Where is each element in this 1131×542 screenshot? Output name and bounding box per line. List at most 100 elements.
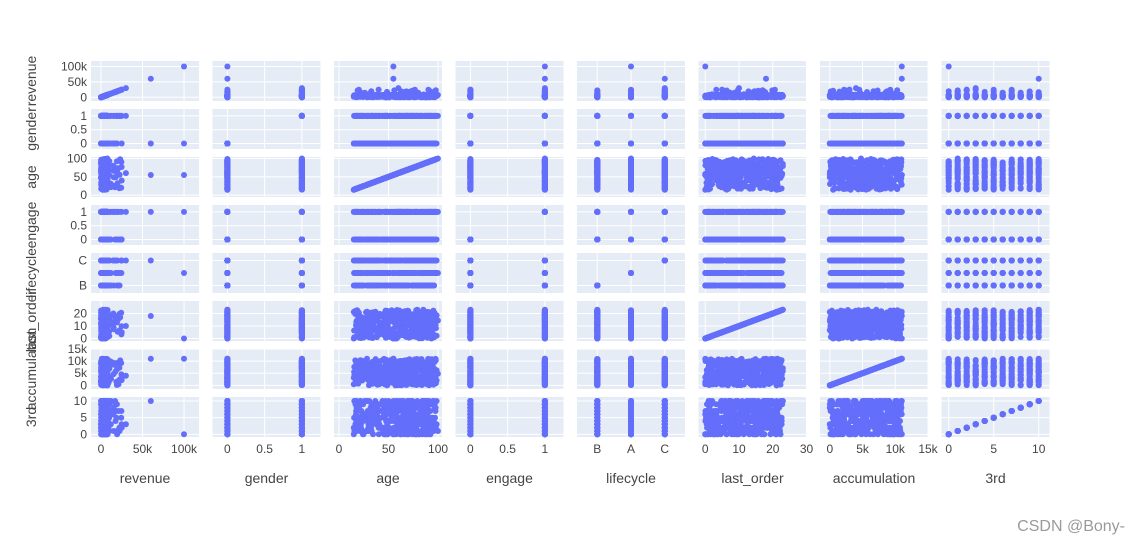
scatter-point [1017,92,1024,99]
scatter-point [736,85,742,92]
scatter-point [846,86,853,93]
scatter-point [885,89,892,96]
scatter-point [390,75,397,82]
panel-revenue-vs-age[interactable] [334,61,442,101]
panel-gender-vs-gender[interactable] [212,109,321,149]
scatter-point [425,92,432,99]
scatter-point [737,92,744,99]
scatter-point [749,94,756,101]
scatter-point [434,92,441,98]
scatter-point [628,63,634,70]
scatter-point [110,112,117,119]
scatter-point [365,91,372,98]
scatter-point [719,86,726,93]
scatter-point [414,140,421,147]
panel-revenue-vs-accumulation[interactable] [820,61,929,101]
panel-revenue-vs-revenue[interactable] [91,61,199,101]
scatter-point [298,112,305,119]
scatter-point [385,94,392,101]
panel-revenue-vs-3rd[interactable] [941,61,1050,101]
scatter-point [415,89,422,96]
scatter-point [541,94,548,101]
scatter-point [147,75,154,82]
scatter-point [355,112,361,119]
scatter-point [853,85,859,92]
scatter-point [830,93,837,100]
scatter-point [224,75,231,82]
scatter-point [365,112,372,119]
scatter-point [384,112,390,119]
scatter-point [375,140,382,147]
scatter-point [98,94,105,101]
scatter-point [714,92,721,99]
scatter-point [990,92,997,99]
scatter-point [898,63,905,70]
scatter-point [391,93,398,100]
scatter-point [106,140,113,147]
panel-gender-vs-engage[interactable] [455,109,564,149]
scatter-point [963,86,970,93]
scatter-point [1035,75,1042,82]
scatter-point [702,63,709,70]
scatter-point [954,91,961,98]
scatter-point [224,94,231,101]
scatter-point [350,140,357,147]
scatter-point [709,91,715,98]
scatter-point [1008,92,1015,99]
scatter-point [408,140,415,147]
panel-revenue-vs-gender[interactable] [212,61,321,101]
scatter-point [702,93,709,100]
scatter-point [541,63,548,70]
scatter-point [395,112,402,119]
scatter-point [415,112,422,119]
scatter-point [122,112,129,119]
scatter-point [628,94,634,100]
scatter-point [541,75,548,82]
panel-gender-vs-revenue[interactable] [91,109,199,149]
scatter-point [725,92,732,99]
scatter-point [390,63,397,70]
panel-revenue-vs-lifecycle[interactable] [577,61,685,101]
scatter-point [147,140,154,147]
scatter-point [661,75,668,82]
panel-gender-vs-age[interactable] [334,109,442,149]
scatter-point [763,94,770,101]
scatter-point [872,92,879,99]
scatter-point [859,94,866,101]
panel-revenue-vs-engage[interactable] [455,61,564,101]
scatter-point [1026,94,1033,100]
scatter-point [661,94,668,101]
scatter-point [375,86,382,93]
scatter-point [945,93,952,100]
scatter-point [434,112,441,119]
scatter-point [895,94,902,100]
scatter-point [395,85,402,92]
scatter-point [365,140,372,147]
scatter-point [224,140,231,147]
scatter-point [425,112,432,119]
scatter-point [181,63,187,70]
scatter-point [224,63,231,70]
scatter-point [350,93,357,100]
scatter-point [981,94,988,101]
scatter-point [594,93,601,100]
scatter-point [731,93,738,100]
scatter-point [467,93,474,100]
scatter-point [850,92,857,99]
scatter-point [839,91,846,98]
scatter-point [776,94,783,100]
scatter-point [963,94,970,101]
scatter-point [420,140,427,147]
scatter-point [972,85,979,92]
scatter-point [429,140,436,147]
scatter-point [999,89,1006,96]
scatter-point [769,89,776,96]
scatter-point [405,94,412,100]
panel-revenue-vs-last_order[interactable] [698,61,807,101]
scatter-point [1035,93,1042,100]
scatter-point [898,75,905,82]
scatter-point [181,140,187,147]
scatter-point [118,86,125,93]
scatter-point [98,140,105,147]
